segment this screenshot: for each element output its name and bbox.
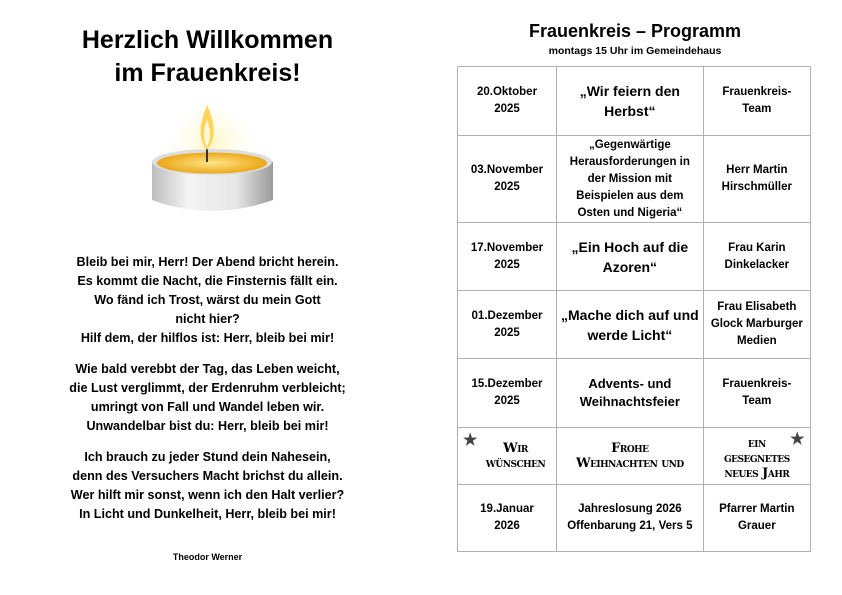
- greeting-text: Wir wünschen: [485, 441, 546, 471]
- welcome-title: Herzlich Willkommen im Frauenkreis!: [40, 24, 375, 90]
- topic-cell: Advents- und Weihnachtsfeier: [556, 358, 704, 428]
- table-row: 20.Oktober 2025 „Wir feiern den Herbst“ …: [456, 66, 812, 136]
- stanza: Wie bald verebbt der Tag, das Leben weic…: [20, 360, 395, 436]
- table-row: 17.November 2025 „Ein Hoch auf die Azore…: [456, 222, 812, 291]
- speaker-cell: Frau Karin Dinkelacker: [702, 222, 812, 291]
- poem-line: Bleib bei mir, Herr! Der Abend bricht he…: [76, 255, 339, 269]
- date-cell: 15.Dezember 2025: [456, 358, 558, 428]
- speaker-cell: Frauenkreis-Team: [702, 358, 812, 428]
- speaker-cell: Frau Elisabeth Glock Marburger Medien: [702, 290, 812, 359]
- poem-line: umringt von Fall und Wandel leben wir.: [90, 400, 325, 414]
- program-table: 20.Oktober 2025 „Wir feiern den Herbst“ …: [456, 66, 812, 552]
- date-cell: 01.Dezember 2025: [456, 290, 558, 359]
- table-row: 03.November 2025 „Gegenwärtige Herausfor…: [456, 135, 812, 223]
- title-line: Herzlich Willkommen: [81, 26, 334, 54]
- poem-line: Es kommt die Nacht, die Finsternis fällt…: [77, 274, 338, 288]
- stanza: Bleib bei mir, Herr! Der Abend bricht he…: [20, 253, 395, 348]
- program-title: Frauenkreis – Programm: [528, 21, 742, 41]
- topic-cell: Jahreslosung 2026 Offenbarung 21, Vers 5: [556, 484, 704, 552]
- table-row: 15.Dezember 2025 Advents- und Weihnachts…: [456, 358, 812, 428]
- date-cell: 17.November 2025: [456, 222, 558, 291]
- topic-cell: „Mache dich auf und werde Licht“: [556, 290, 704, 359]
- poem-line: Hilf dem, der hilflos ist: Herr, bleib b…: [80, 331, 335, 345]
- topic-cell: „Wir feiern den Herbst“: [556, 66, 704, 136]
- topic-cell: „Gegenwärtige Herausforderungen in der M…: [556, 135, 704, 223]
- speaker-cell: Herr Martin Hirschmüller: [702, 135, 812, 223]
- date-cell: 20.Oktober 2025: [456, 66, 558, 136]
- poem-line: die Lust verglimmt, der Erdenruhm verble…: [69, 381, 346, 395]
- star-icon: ★: [463, 430, 477, 449]
- speaker-cell: Pfarrer Martin Grauer: [702, 484, 812, 552]
- poem-line: Unwandelbar bist du: Herr, bleib bei mir…: [86, 419, 329, 433]
- candle-image: [152, 105, 273, 211]
- greeting-cell: ★ ein gesegnetes neues Jahr: [702, 427, 812, 485]
- star-icon: ★: [790, 429, 804, 448]
- poem-line: Wie bald verebbt der Tag, das Leben weic…: [75, 362, 340, 376]
- greeting-cell: ★ Wir wünschen: [456, 427, 558, 485]
- poem-line: Wer hilft mir sonst, wenn ich den Halt v…: [70, 488, 345, 502]
- poem-line: Wo fänd ich Trost, wärst du mein Gott ni…: [94, 293, 321, 326]
- program-subtitle: montags 15 Uhr im Gemeindehaus: [548, 45, 722, 57]
- table-row: ★ Wir wünschen Frohe Weihnachten und ★ e…: [456, 427, 812, 485]
- speaker-cell: Frauenkreis-Team: [702, 66, 812, 136]
- greeting-cell: Frohe Weihnachten und: [556, 427, 704, 485]
- date-cell: 19.Januar 2026: [456, 484, 558, 552]
- poem-line: In Licht und Dunkelheit, Herr, bleib bei…: [79, 507, 336, 521]
- poem-author: Theodor Werner: [172, 552, 243, 562]
- table-row: 01.Dezember 2025 „Mache dich auf und wer…: [456, 290, 812, 359]
- poem-line: Ich brauch zu jeder Stund dein Nahesein,: [84, 450, 331, 464]
- stanza: Ich brauch zu jeder Stund dein Nahesein,…: [20, 448, 395, 524]
- poem: Bleib bei mir, Herr! Der Abend bricht he…: [20, 253, 395, 536]
- table-row: 19.Januar 2026 Jahreslosung 2026 Offenba…: [456, 484, 812, 552]
- date-cell: 03.November 2025: [456, 135, 558, 223]
- poem-line: denn des Versuchers Macht brichst du all…: [72, 469, 343, 483]
- title-line: im Frauenkreis!: [114, 59, 301, 87]
- greeting-text: ein gesegnetes neues Jahr: [723, 435, 790, 481]
- topic-cell: „Ein Hoch auf die Azoren“: [556, 222, 704, 291]
